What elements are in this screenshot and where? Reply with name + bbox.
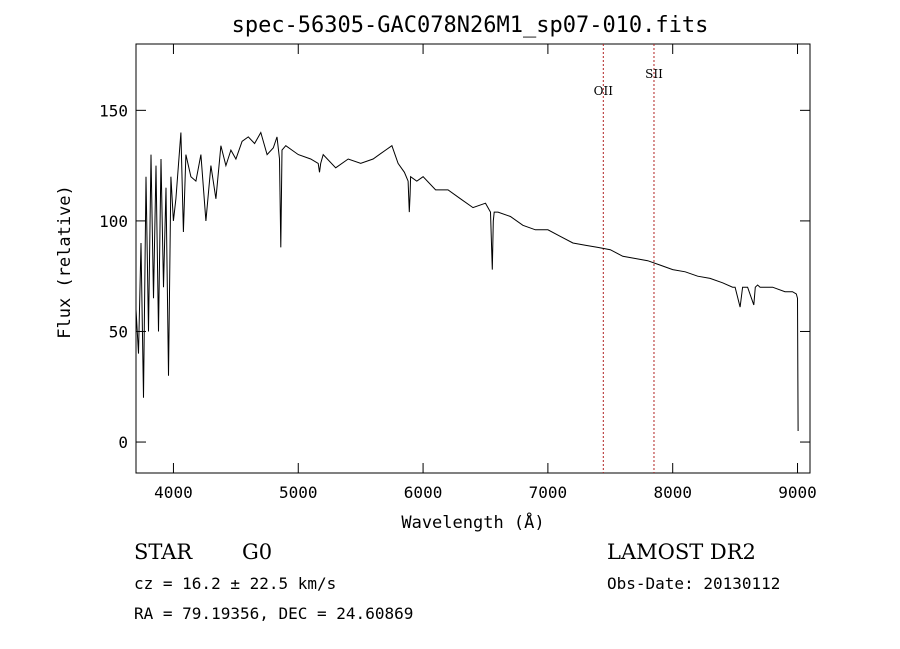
emission-line-label-sii: SII: [645, 67, 663, 81]
chart-title: spec-56305-GAC078N26M1_sp07-010.fits: [232, 13, 709, 38]
redshift-text: cz = 16.2 ± 22.5 km/s: [134, 574, 337, 593]
plot-frame: [135, 43, 811, 474]
x-tick-label: 6000: [404, 483, 443, 502]
emission-line-label-oii: OII: [594, 84, 614, 98]
x-tick-label: 4000: [154, 483, 193, 502]
series-flux-line: [135, 131, 799, 432]
x-axis-label: Wavelength (Å): [401, 511, 544, 533]
axis-ticks: 4000 5000 6000 7000 8000 9000 0 50 100 150: [99, 44, 817, 502]
coordinates-text: RA = 79.19356, DEC = 24.60869: [134, 604, 414, 623]
y-tick-label: 0: [118, 433, 128, 452]
survey-name: LAMOST DR2: [607, 540, 756, 564]
y-tick-label: 50: [109, 322, 128, 341]
obs-date-text: Obs-Date: 20130112: [607, 574, 781, 593]
y-tick-label: 150: [99, 101, 128, 120]
x-tick-label: 9000: [778, 483, 817, 502]
emission-line-markers: OII SII: [594, 44, 663, 473]
object-subclass: G0: [242, 540, 273, 564]
x-tick-label: 7000: [529, 483, 568, 502]
x-tick-label: 8000: [653, 483, 692, 502]
y-tick-label: 100: [99, 212, 128, 231]
x-tick-label: 5000: [279, 483, 318, 502]
y-axis-label: Flux (relative): [55, 185, 75, 339]
object-class: STAR: [134, 540, 193, 564]
